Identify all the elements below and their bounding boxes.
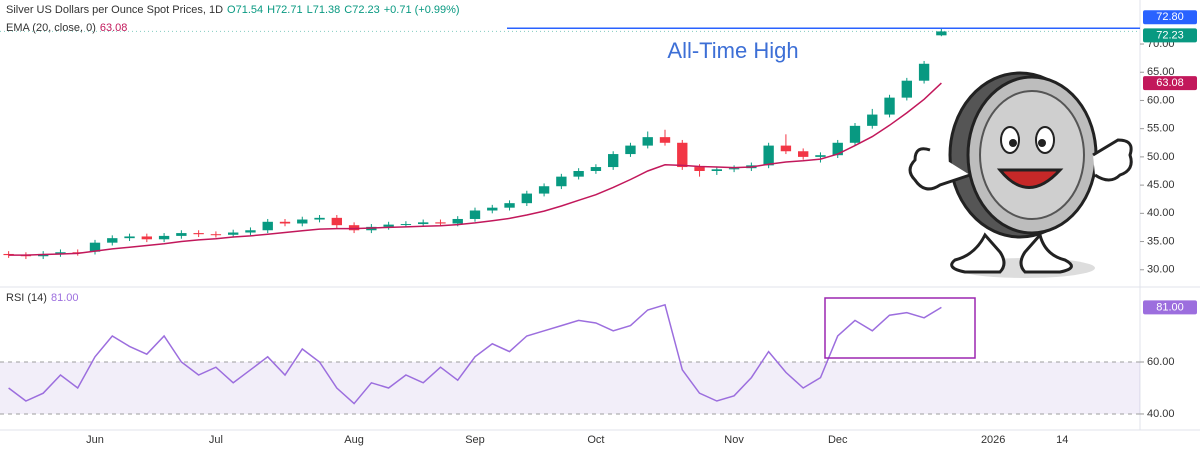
candle-body	[884, 97, 895, 115]
rsi-label: 81.00	[1156, 301, 1184, 313]
y-tick-label: 30.00	[1147, 264, 1175, 276]
series-line	[8, 303, 942, 405]
candle-body	[383, 224, 394, 227]
candle-body	[763, 145, 774, 166]
y-tick-label: 60.00	[1147, 356, 1175, 368]
x-tick-label: Oct	[587, 434, 604, 446]
ohlc: H72.71	[267, 4, 303, 16]
y-tick-label: 60.00	[1147, 94, 1175, 106]
x-tick-label: Aug	[344, 434, 364, 446]
ema-label-box	[1143, 76, 1197, 91]
series-line	[8, 82, 942, 256]
y-tick-label: 35.00	[1147, 235, 1175, 247]
candle-body	[176, 233, 187, 236]
candle-body	[262, 221, 273, 231]
x-tick-label: Jul	[209, 434, 223, 446]
x-tick-label: Sep	[465, 434, 485, 446]
candle-body	[728, 168, 740, 170]
y-tick-label: 40.00	[1147, 408, 1175, 420]
candle-body	[901, 80, 912, 98]
legend-value: 63.08	[99, 22, 128, 34]
x-tick-label: Nov	[724, 434, 744, 446]
candle-body	[780, 145, 792, 152]
candle-body	[487, 207, 498, 211]
candle-body	[918, 63, 930, 81]
rsi-label-box	[1143, 300, 1197, 315]
price-legend: Silver US Dollars per Ounce Spot Prices,…	[6, 4, 464, 16]
candle-body	[400, 224, 412, 226]
y-tick-label: 55.00	[1147, 123, 1175, 135]
legend-name: RSI (14)	[6, 292, 47, 304]
last-price-label: 72.23	[1156, 29, 1184, 41]
y-tick-label: 65.00	[1147, 66, 1175, 78]
annotation: All-Time High	[667, 38, 798, 63]
candle-body	[590, 167, 602, 171]
candle-body	[556, 176, 567, 187]
y-tick-label: 40.00	[1147, 207, 1175, 219]
candle-body	[245, 230, 256, 233]
band	[0, 361, 1140, 414]
change: +0.71 (+0.99%)	[383, 4, 460, 16]
candle-body	[677, 142, 688, 168]
candle-body	[504, 203, 515, 208]
candle-body	[348, 225, 360, 231]
rsi-legend: RSI (14) 81.00	[6, 292, 83, 304]
candle-body	[625, 145, 636, 155]
candle-body	[418, 222, 429, 225]
candle-body	[452, 218, 463, 224]
ema-label: 63.08	[1156, 77, 1184, 89]
candle-body	[694, 167, 705, 171]
candle-body	[642, 137, 653, 146]
coin-illustration	[908, 71, 1133, 278]
candle-body	[314, 217, 325, 220]
x-tick-label: 14	[1056, 434, 1068, 446]
candle-body	[608, 154, 619, 168]
candle-body	[815, 155, 826, 157]
candle-body	[573, 171, 584, 177]
candle-body	[435, 222, 446, 224]
candle-body	[521, 193, 532, 204]
last-price-label-box	[1143, 28, 1197, 43]
highlight-box	[824, 297, 976, 359]
candle-body	[158, 235, 170, 240]
candle-body	[89, 242, 101, 252]
title: Silver US Dollars per Ounce Spot Prices,…	[6, 4, 224, 16]
candle-body	[107, 238, 118, 243]
ohlc: C72.23	[344, 4, 380, 16]
candle-body	[469, 210, 481, 219]
y-tick-label: 45.00	[1147, 179, 1175, 191]
candle-body	[832, 142, 843, 156]
reference-label-box	[1143, 10, 1197, 25]
candle-body	[711, 169, 722, 171]
candle-body	[659, 137, 671, 143]
y-tick-label: 50.00	[1147, 151, 1175, 163]
legend-name: EMA (20, close, 0)	[6, 22, 96, 34]
x-tick-label: Jun	[86, 434, 104, 446]
candle-body	[867, 114, 878, 126]
candle-body	[538, 186, 550, 194]
ohlc: L71.38	[306, 4, 341, 16]
x-tick-label: 2026	[981, 434, 1005, 446]
candle-body	[936, 31, 947, 36]
candle-body	[297, 219, 308, 224]
ema-legend: EMA (20, close, 0) 63.08	[6, 22, 131, 34]
candle-body	[849, 125, 861, 143]
reference-label: 72.80	[1156, 11, 1184, 23]
candle-body	[124, 236, 135, 239]
candle-body	[279, 221, 291, 224]
candle-body	[141, 236, 152, 240]
x-tick-label: Dec	[828, 434, 848, 446]
candle-body	[210, 234, 222, 236]
candle-body	[798, 151, 809, 157]
legend-value: 81.00	[50, 292, 79, 304]
candle-body	[55, 252, 66, 254]
candle-body	[193, 233, 204, 235]
ohlc: O71.54	[227, 4, 264, 16]
candle-body	[331, 217, 342, 226]
candle-body	[228, 232, 239, 235]
